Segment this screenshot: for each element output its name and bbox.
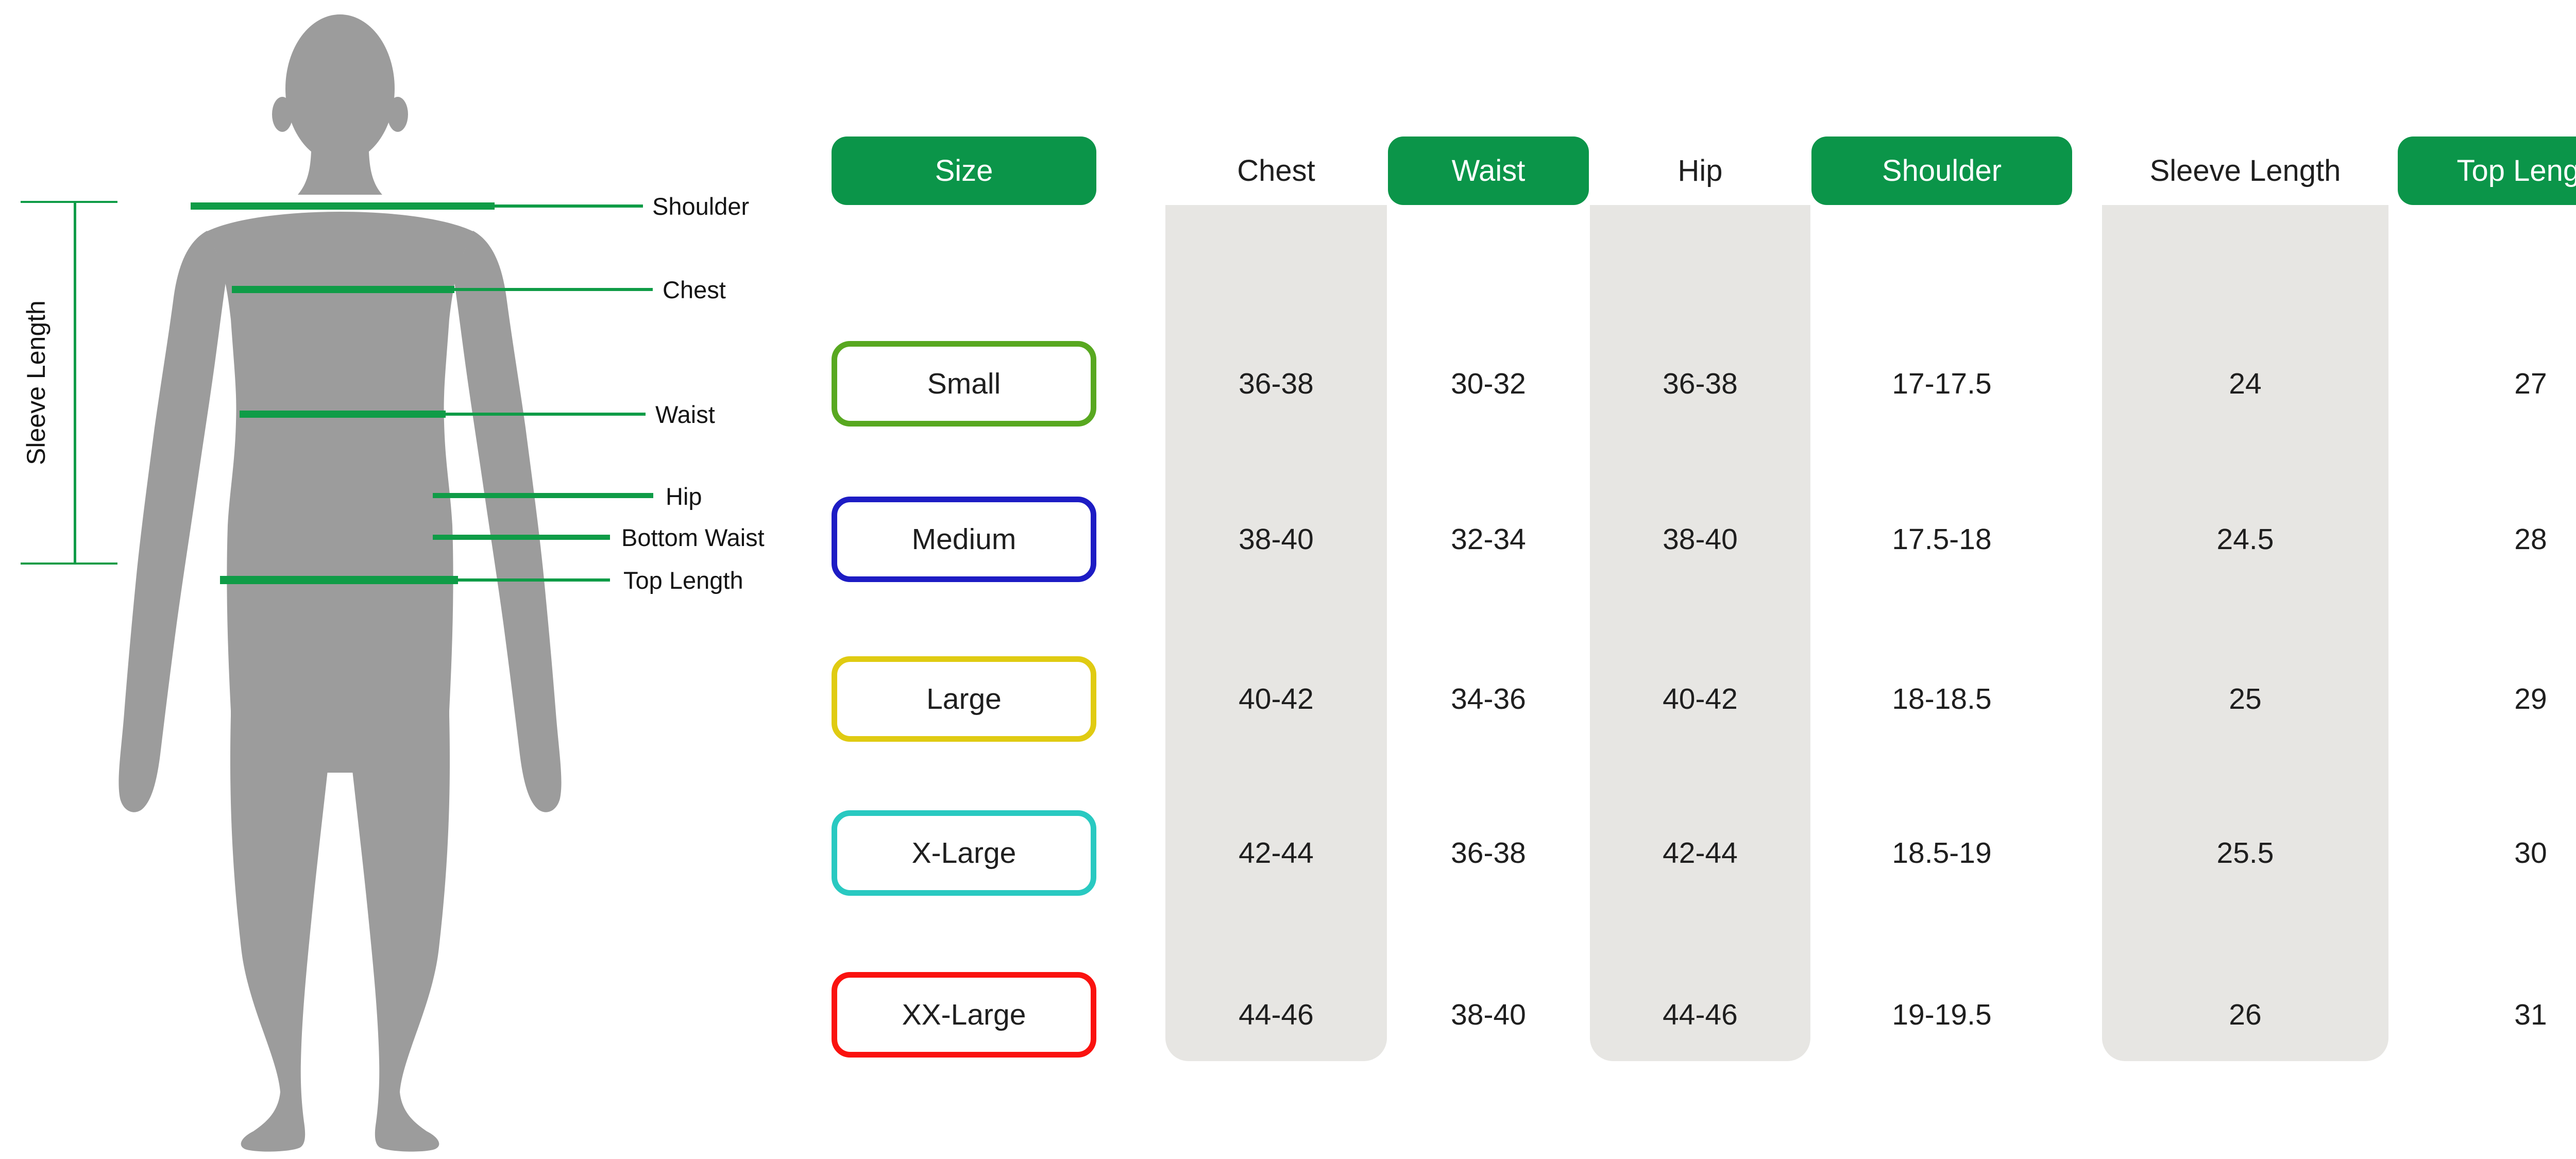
cell-sleeve-length-medium: 24.5 [2216,523,2274,556]
sleeve-length-bracket-bottom-tick [21,563,117,565]
torso [206,212,474,773]
cell-shoulder-medium: 17.5-18 [1892,523,1992,556]
neck [298,130,382,195]
column-chest: Chest 36-38 38-40 40-42 42-44 44-46 [1165,0,1387,1159]
right-ear [387,97,408,132]
size-badge-x-large: X-Large [832,810,1096,896]
hip-line [433,493,653,498]
left-leg [230,716,333,1152]
label-shoulder: Shoulder [652,193,750,220]
cell-chest-small: 36-38 [1239,367,1314,400]
right-leg [347,716,450,1152]
label-bottom-waist: Bottom Waist [621,524,765,551]
sleeve-length-bracket-line [74,201,76,565]
cell-top-length-x-large: 30 [2514,837,2547,870]
size-badge-small: Small [832,341,1096,427]
bottom-waist-line [433,535,610,540]
cell-top-length-small: 27 [2514,367,2547,400]
cell-shoulder-large: 18-18.5 [1892,683,1992,715]
column-header-sleeve-length: Sleeve Length [2102,137,2388,205]
cell-shoulder-small: 17-17.5 [1892,367,1992,400]
left-ear [272,97,293,132]
cell-waist-medium: 32-34 [1451,523,1526,556]
cell-sleeve-length-small: 24 [2229,367,2262,400]
cell-shoulder-x-large: 18.5-19 [1892,837,1992,870]
body-silhouette [118,14,562,1152]
cell-chest-large: 40-42 [1239,683,1314,715]
label-top-length: Top Length [623,567,743,594]
waist-line-extension [446,413,646,416]
cell-sleeve-length-large: 25 [2229,683,2262,715]
column-size: Size Small Medium Large X-Large XX-Large [832,0,1096,1159]
column-header-top-length: Top Length [2398,137,2576,205]
body-measurement-diagram [21,14,653,1152]
cell-top-length-large: 29 [2514,683,2547,715]
column-sleeve-length: Sleeve Length 24 24.5 25 25.5 26 [2102,0,2388,1159]
head [285,14,395,163]
left-arm [118,231,227,812]
column-header-shoulder: Shoulder [1811,137,2072,205]
cell-top-length-xx-large: 31 [2514,998,2547,1031]
chest-line-extension [454,288,653,291]
cell-sleeve-length-x-large: 25.5 [2216,837,2274,870]
cell-waist-x-large: 36-38 [1451,837,1526,870]
size-badge-large: Large [832,656,1096,742]
column-header-size: Size [832,137,1096,205]
size-badge-medium: Medium [832,497,1096,582]
cell-sleeve-length-xx-large: 26 [2229,998,2262,1031]
cell-hip-large: 40-42 [1663,683,1738,715]
cell-waist-large: 34-36 [1451,683,1526,715]
column-shoulder: Shoulder 17-17.5 17.5-18 18-18.5 18.5-19… [1811,0,2072,1159]
cell-chest-x-large: 42-44 [1239,837,1314,870]
cell-hip-small: 36-38 [1663,367,1738,400]
right-arm [453,231,562,812]
sleeve-length-bracket-top-tick [21,201,117,203]
column-chest-shade [1165,205,1387,1061]
label-hip: Hip [666,483,702,510]
column-hip: Hip 36-38 38-40 40-42 42-44 44-46 [1590,0,1810,1159]
column-header-chest: Chest [1165,137,1387,205]
waist-line [240,411,446,418]
column-header-hip: Hip [1590,137,1810,205]
cell-chest-xx-large: 44-46 [1239,998,1314,1031]
size-badge-xx-large: XX-Large [832,972,1096,1058]
column-top-length: Top Length 27 28 29 30 31 [2398,0,2576,1159]
column-waist: Waist 30-32 32-34 34-36 36-38 38-40 [1388,0,1589,1159]
cell-hip-medium: 38-40 [1663,523,1738,556]
column-sleeve-length-shade [2102,205,2388,1061]
cell-hip-xx-large: 44-46 [1663,998,1738,1031]
cell-waist-xx-large: 38-40 [1451,998,1526,1031]
measurement-lines [21,201,653,584]
column-hip-shade [1590,205,1810,1061]
shoulder-line-extension [495,204,643,208]
sleeve-length-axis-label: Sleeve Length [22,300,50,465]
cell-hip-x-large: 42-44 [1663,837,1738,870]
label-chest: Chest [663,276,726,303]
shoulder-line [191,202,495,210]
cell-chest-medium: 38-40 [1239,523,1314,556]
chest-line [232,286,454,293]
cell-waist-small: 30-32 [1451,367,1526,400]
label-waist: Waist [655,401,715,428]
top-length-line [220,576,458,584]
column-header-waist: Waist [1388,137,1589,205]
cell-top-length-medium: 28 [2514,523,2547,556]
cell-shoulder-xx-large: 19-19.5 [1892,998,1992,1031]
top-length-line-extension [458,578,610,582]
